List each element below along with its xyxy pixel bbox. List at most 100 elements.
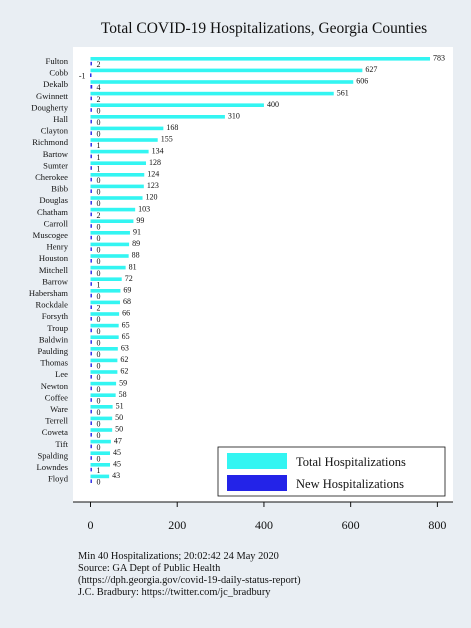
- bar-total: [90, 416, 113, 421]
- data-label-total: 99: [136, 216, 144, 225]
- data-label-total: 62: [120, 367, 128, 376]
- bar-total: [90, 463, 111, 467]
- data-label-new: 1: [97, 280, 101, 289]
- category-label: Houston: [39, 253, 69, 263]
- data-label-new: 0: [97, 362, 101, 371]
- category-label: Carroll: [44, 218, 69, 228]
- category-label: Muscogee: [33, 230, 69, 240]
- bar-new: [90, 270, 92, 275]
- bar-total: [90, 451, 111, 455]
- bar-total: [90, 428, 113, 432]
- data-label-new: 0: [97, 246, 101, 255]
- category-label: Lee: [55, 369, 68, 379]
- category-label: Habersham: [29, 288, 68, 298]
- category-label: Baldwin: [39, 334, 69, 344]
- bar-new: [90, 375, 92, 379]
- data-label-total: 103: [138, 204, 150, 213]
- category-label: Spalding: [37, 450, 68, 460]
- data-label-new: 0: [97, 396, 101, 405]
- category-label: Lowndes: [36, 462, 68, 472]
- bar-new: [90, 166, 92, 170]
- bar-new: [90, 61, 92, 66]
- bar-total: [90, 57, 431, 61]
- category-label: Chatham: [37, 207, 68, 217]
- category-label: Dekalb: [43, 79, 68, 89]
- bar-new: [90, 317, 92, 321]
- data-label-new: 0: [97, 431, 101, 440]
- bar-new: [90, 201, 92, 205]
- legend: Total Hospitalizations New Hospitalizati…: [217, 446, 446, 497]
- bar-new: [90, 363, 92, 367]
- data-label-new: 0: [97, 269, 101, 278]
- category-label: Coweta: [42, 427, 68, 437]
- data-label-total: 606: [356, 77, 368, 86]
- data-label-total: 59: [119, 378, 127, 387]
- chart-title: Total COVID-19 Hospitalizations, Georgia…: [101, 20, 427, 37]
- bar-new: [90, 479, 92, 483]
- data-label-total: 561: [337, 88, 349, 97]
- category-label: Forsyth: [42, 311, 69, 321]
- data-label-total: 400: [267, 100, 279, 109]
- bar-total: [90, 80, 354, 84]
- bar-total: [90, 91, 334, 96]
- category-label: Newton: [41, 381, 69, 391]
- data-label-new: 0: [97, 408, 101, 417]
- data-label-new: 0: [97, 106, 101, 115]
- bar-new: [90, 444, 92, 449]
- bar-new: [90, 212, 92, 217]
- category-label: Cherokee: [35, 172, 68, 182]
- bar-new: [90, 131, 92, 135]
- bar-new: [90, 293, 92, 298]
- data-label-new: 0: [97, 420, 101, 429]
- bar-total: [90, 277, 122, 281]
- bar-total: [90, 161, 147, 165]
- category-label: Douglas: [39, 195, 68, 205]
- bar-total: [90, 149, 149, 154]
- category-label: Sumter: [43, 160, 68, 170]
- bar-total: [90, 68, 363, 73]
- data-label-new: 1: [97, 164, 101, 173]
- category-label: Tift: [55, 439, 68, 449]
- data-label-total: 128: [149, 158, 161, 167]
- bar-total: [90, 138, 158, 142]
- data-label-total: 43: [112, 471, 120, 480]
- bar-new: [90, 305, 92, 309]
- bar-total: [90, 265, 126, 270]
- category-label: Cobb: [49, 68, 68, 78]
- bar-total: [90, 335, 119, 339]
- data-label-new: 0: [97, 443, 101, 452]
- category-label: Bibb: [51, 184, 68, 194]
- data-label-total: 65: [122, 320, 130, 329]
- data-label-new: 2: [97, 304, 101, 313]
- bar-new: [90, 247, 92, 251]
- bar-total: [90, 115, 225, 119]
- bar-new: [90, 259, 92, 263]
- bar-total: [90, 207, 136, 212]
- bar-total: [90, 103, 264, 107]
- data-label-new: 0: [97, 176, 101, 185]
- bar-new: [90, 189, 92, 193]
- bar-new: [90, 235, 92, 240]
- bar-new: [90, 85, 93, 89]
- bar-new: [90, 96, 92, 101]
- x-tick-label: 200: [168, 518, 186, 532]
- data-label-new: 0: [97, 234, 101, 243]
- data-label-total: 88: [132, 251, 140, 260]
- data-label-total: 89: [132, 239, 140, 248]
- category-label: Troup: [47, 323, 68, 333]
- data-label-total: 91: [133, 228, 141, 237]
- bar-total: [90, 196, 143, 200]
- data-label-total: 310: [228, 112, 240, 121]
- bar-total: [90, 393, 116, 397]
- bar-total: [90, 242, 130, 247]
- data-label-total: 50: [115, 425, 123, 434]
- bar-new: [90, 467, 92, 472]
- data-label-new: 2: [97, 60, 101, 69]
- data-label-new: 0: [97, 118, 101, 127]
- data-label-new: 2: [97, 211, 101, 220]
- data-label-total: 168: [166, 123, 178, 132]
- category-label: Gwinnett: [36, 91, 69, 101]
- data-label-total: 124: [147, 170, 159, 179]
